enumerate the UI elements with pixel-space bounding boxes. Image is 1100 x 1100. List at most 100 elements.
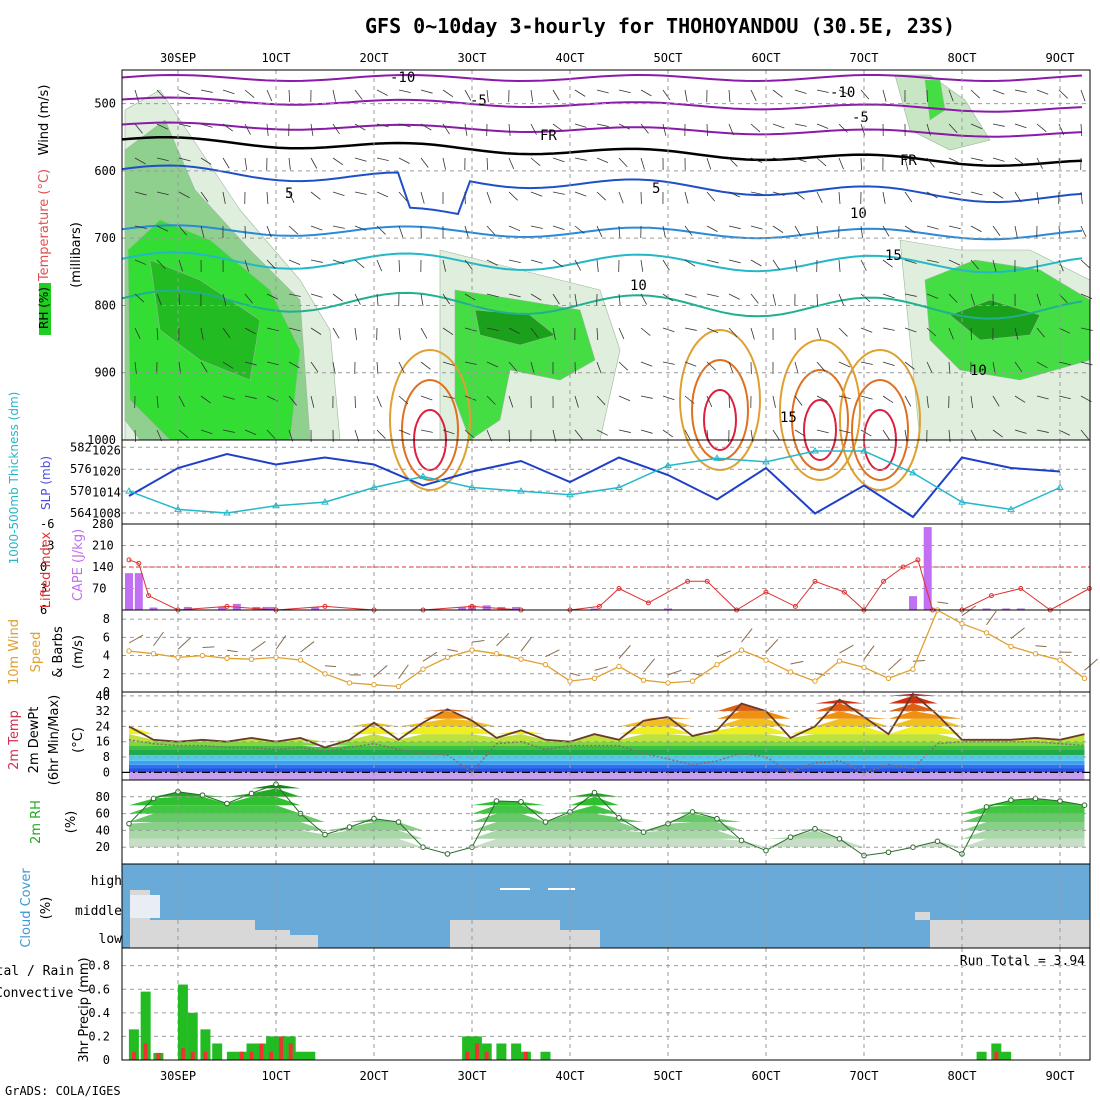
rh2m-marker	[591, 789, 598, 796]
li-marker	[915, 557, 921, 563]
wind-barb	[574, 157, 587, 161]
wind-barb	[442, 293, 450, 305]
wind10m-barb	[961, 605, 977, 617]
pressure-tick-label: 600	[94, 164, 116, 178]
wind-barb	[486, 191, 492, 204]
rh2m-marker	[1008, 797, 1014, 803]
rh2m-marker	[126, 820, 132, 827]
wind-barb	[948, 327, 954, 340]
low-cloud-region	[450, 920, 560, 948]
wind-barb	[1014, 89, 1027, 93]
wind-barb	[420, 157, 429, 168]
wind-barb	[332, 361, 336, 374]
wind-barb	[596, 191, 607, 201]
slp-line	[128, 452, 1061, 519]
wind-barb	[420, 361, 431, 370]
thickness-tick-label: 582	[70, 440, 92, 454]
wind10m-barb	[202, 646, 215, 649]
top-time-label: 3OCT	[458, 51, 487, 65]
wind-barb	[794, 123, 807, 127]
temperature-label: Temperature (°C)	[37, 169, 52, 282]
wind-barb	[640, 89, 652, 97]
wind10m-marker	[273, 654, 279, 661]
wind-barb	[1058, 429, 1070, 436]
wind-barb	[728, 123, 734, 136]
wind-barb	[420, 89, 433, 94]
wind10m-marker	[885, 675, 892, 682]
rh2m-marker	[836, 836, 843, 842]
wind-barb	[706, 123, 708, 137]
wind-barb	[508, 361, 518, 372]
wind-barb	[992, 395, 1000, 407]
wind-barb	[376, 395, 382, 408]
thickness-marker	[272, 501, 280, 509]
wind-barb	[970, 429, 977, 441]
wind-barb	[970, 191, 983, 196]
wind-barb	[948, 123, 958, 134]
rh2m-marker	[224, 800, 230, 807]
precip-convective-bar	[994, 1051, 999, 1060]
wind-barb	[508, 191, 518, 201]
wind10m-barb	[545, 649, 560, 658]
wind-barb	[838, 361, 851, 368]
wind-barb	[530, 123, 537, 135]
wind10m-barb	[128, 634, 144, 644]
top-time-label: 30SEP	[160, 51, 196, 65]
cape-bar	[1002, 608, 1011, 610]
wind-barb	[244, 157, 248, 170]
rh2m-marker	[934, 838, 941, 845]
wind10m-marker	[738, 647, 745, 653]
wind-barb	[1014, 395, 1026, 403]
wind-barb	[376, 157, 389, 162]
precip-tick-label: 0	[103, 1053, 110, 1067]
precip-convective-bar	[190, 1051, 195, 1060]
low-cloud-region	[930, 920, 1090, 948]
wind-barb	[926, 293, 939, 299]
wind-barb	[860, 123, 866, 136]
wind-barb	[244, 259, 249, 272]
wind-barb	[816, 395, 828, 402]
li-tick-label: -6	[40, 517, 54, 531]
temp2m-tick-label: 32	[96, 704, 110, 718]
wind-barb	[574, 293, 578, 306]
wind-barb	[794, 259, 798, 272]
wind10m-marker	[1057, 657, 1063, 663]
wind-barb	[816, 429, 829, 434]
rh2m-band	[129, 847, 1085, 864]
wind-barb	[486, 225, 496, 236]
wind-barb	[156, 191, 169, 196]
wind-barb	[684, 191, 689, 204]
top-time-label: 2OCT	[360, 51, 389, 65]
wind-barb	[178, 259, 184, 272]
wind-barb	[310, 123, 314, 136]
contour-label: 15	[885, 248, 902, 264]
cape-bar	[311, 606, 320, 610]
wind-barb	[266, 225, 272, 238]
wind-barb	[310, 157, 318, 169]
wind-barb	[1058, 361, 1071, 366]
wind10m-barb	[594, 666, 608, 671]
wind-barb	[618, 361, 629, 371]
wind-barb	[442, 259, 447, 272]
wind10m-barb	[153, 631, 164, 647]
wind10m-barb	[300, 641, 315, 653]
wind10m-barb	[520, 637, 532, 652]
wind-barb	[992, 259, 997, 272]
wind-barb	[926, 327, 937, 337]
wind-barb	[178, 361, 182, 374]
contour-label: -10	[830, 85, 855, 101]
wind-barb	[574, 259, 582, 271]
contour-label: 5	[652, 181, 660, 197]
wind10m-barb	[569, 672, 580, 677]
rh2m-marker	[199, 792, 206, 798]
contour-label: FR	[540, 128, 557, 144]
wind10m-marker	[518, 656, 524, 662]
wind-barb	[882, 191, 886, 204]
wind-barb	[640, 157, 645, 170]
wind-barb	[772, 395, 776, 408]
dewpt-line	[128, 739, 1085, 774]
wind-barb	[728, 327, 738, 338]
wind-barb	[794, 89, 807, 94]
wind-barb	[816, 89, 829, 93]
wind10m-label-d: (m/s)	[71, 635, 86, 669]
